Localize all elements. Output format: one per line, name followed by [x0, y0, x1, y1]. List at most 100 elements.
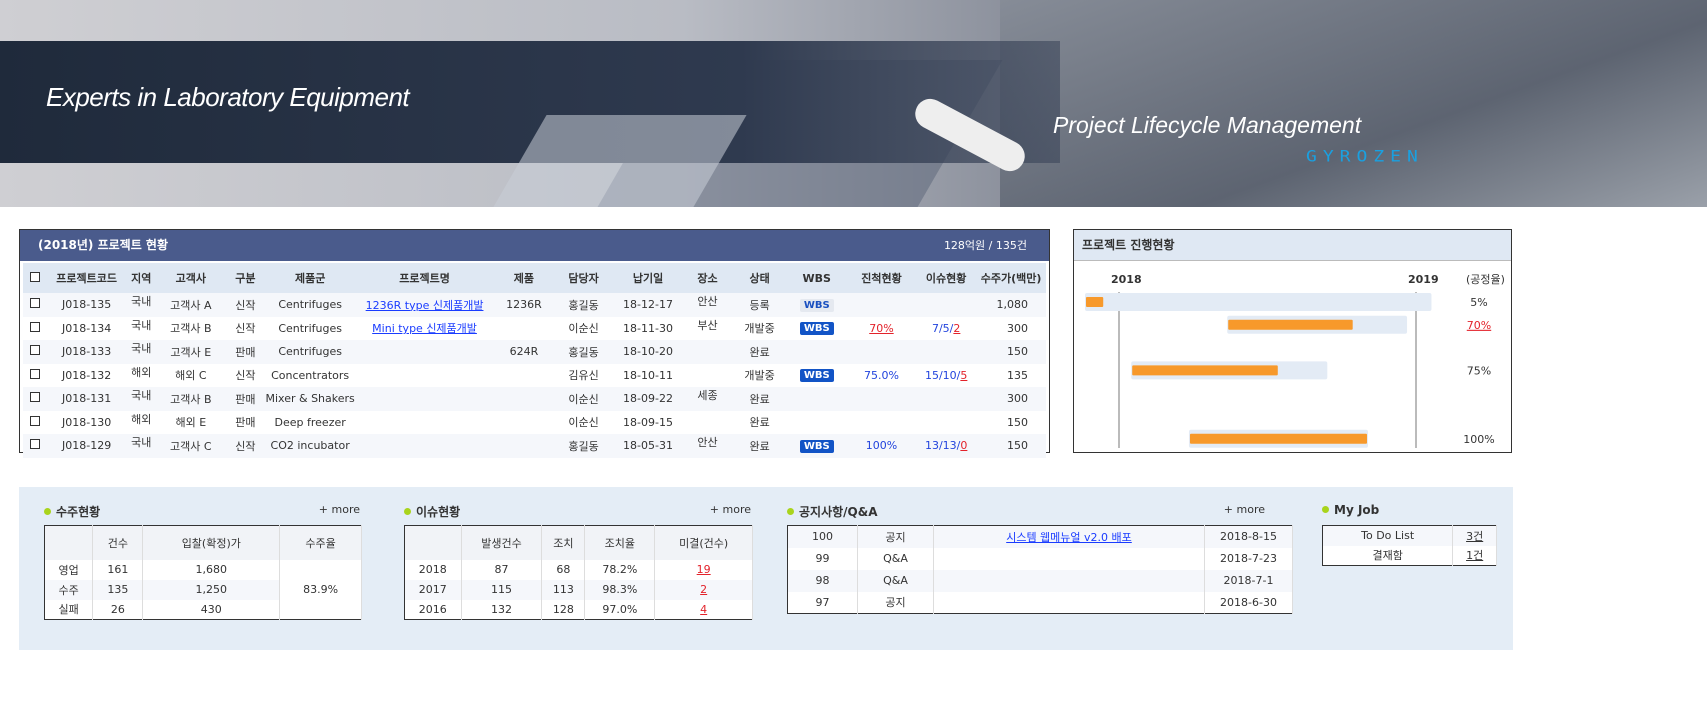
cell-wbs	[786, 340, 847, 364]
column-header[interactable]: 제품	[494, 263, 554, 293]
wbs-button[interactable]: WBS	[799, 369, 834, 383]
progress-value[interactable]: 70%	[869, 321, 894, 335]
column-header[interactable]: 담당자	[553, 263, 614, 293]
cell-place	[683, 411, 733, 435]
cell-place: 안산	[682, 434, 733, 458]
cell-due: 18-09-15	[623, 415, 673, 429]
column-header[interactable]: WBS	[786, 263, 847, 293]
cell-place	[683, 364, 733, 388]
row-checkbox[interactable]	[29, 368, 40, 379]
column-header[interactable]: 제품군	[265, 263, 356, 293]
gantt-progress-bar[interactable]	[1132, 365, 1278, 376]
cell-owner: 김유신	[568, 369, 599, 383]
column-header	[404, 525, 462, 560]
row-checkbox[interactable]	[29, 321, 40, 332]
project-name-link[interactable]: 1236R type 신제품개발	[365, 298, 484, 312]
table-row[interactable]: J018-134 국내 고객사 B 신작 Centrifuges Mini type 신제…	[23, 317, 1046, 341]
gantt-chart: 2018 2019 (공정율) 5% 70% 75% 100%	[1085, 273, 1505, 448]
column-header[interactable]: 구분	[225, 263, 266, 293]
column-header[interactable]: 상태	[732, 263, 787, 293]
table-row[interactable]: J018-131 국내 고객사 B 판매 Mixer & Shakers 이순신 18-09…	[23, 387, 1046, 411]
cell: 공지	[857, 525, 934, 548]
issue-open-link[interactable]: 0	[960, 439, 968, 453]
cell-product	[494, 411, 554, 435]
bullet-icon	[787, 508, 794, 515]
cell-wbs: WBS	[787, 364, 847, 388]
job-count-link[interactable]: 3건	[1466, 529, 1484, 543]
issues-more-link[interactable]: + more	[709, 503, 751, 516]
cell-amount: 300	[976, 387, 1046, 411]
cell-group: Deep freezer	[274, 415, 346, 429]
cell-group: Centrifuges	[278, 321, 342, 335]
cell-due: 18-05-31	[613, 434, 683, 458]
row-checkbox[interactable]	[29, 392, 40, 403]
job-count-link[interactable]: 1건	[1466, 549, 1484, 563]
gantt-progress-bar[interactable]	[1086, 297, 1104, 307]
column-header[interactable]: 지역	[126, 263, 157, 293]
project-name-link[interactable]: Mini type 신제품개발	[372, 322, 477, 336]
wbs-button[interactable]: WBS	[799, 439, 834, 453]
cell-client: 고객사 B	[170, 322, 212, 336]
cell-region: 국내	[131, 318, 152, 332]
section-title: 공지사항/Q&A	[799, 505, 878, 519]
gantt-rate: 70%	[1467, 319, 1491, 332]
cell-region: 국내	[126, 434, 157, 458]
wbs-button[interactable]: WBS	[799, 298, 834, 312]
table-row: 실패 26 430	[44, 599, 362, 620]
table-row: 2016 132 128 97.0% 4	[404, 599, 753, 620]
cell-product	[494, 434, 554, 458]
table-row: 100 공지 시스템 웹메뉴얼 v2.0 배포 2018-8-15	[787, 525, 1293, 548]
gantt-year-end: 2019	[1408, 273, 1439, 286]
row-checkbox[interactable]	[29, 415, 40, 426]
row-checkbox[interactable]	[29, 298, 40, 309]
column-header[interactable]: 이슈현황	[916, 263, 977, 293]
cell-name: 1236R type 신제품개발	[355, 293, 495, 317]
orders-more-link[interactable]: + more	[318, 503, 360, 516]
cell-name: Mini type 신제품개발	[355, 317, 494, 341]
table-row[interactable]: J018-133 국내 고객사 E 판매 Centrifuges 624R 홍길동 18-10…	[23, 340, 1046, 364]
column-header[interactable]: 진척현황	[846, 263, 917, 293]
column-header[interactable]: 납기일	[613, 263, 683, 293]
column-header[interactable]: 장소	[682, 263, 733, 293]
progress-value: 75.0%	[863, 368, 899, 382]
notices-section: 공지사항/Q&A + more 100 공지 시스템 웹메뉴얼 v2.0 배포 2018…	[787, 503, 1293, 614]
issue-open-link[interactable]: 5	[960, 368, 968, 382]
gantt-year-start: 2018	[1111, 273, 1142, 286]
cell-owner: 홍길동	[553, 340, 614, 364]
gantt-track	[1085, 293, 1432, 311]
cell-due: 18-09-22	[613, 387, 683, 411]
cell: 영업	[44, 559, 94, 580]
cell-client: 고객사 C	[156, 434, 226, 458]
unresolved-link[interactable]: 2	[700, 583, 708, 596]
table-row[interactable]: J018-135 국내 고객사 A 신작 Centrifuges 1236R type 신…	[23, 293, 1046, 317]
unresolved-link[interactable]: 4	[700, 602, 708, 616]
cell-client: 고객사 E	[156, 340, 226, 364]
table-row[interactable]: J018-129 국내 고객사 C 신작 CO2 incubator 홍길동 18-05-3…	[23, 434, 1046, 458]
column-header[interactable]: 프로젝트명	[355, 263, 495, 293]
table-row: 99 Q&A 2018-7-23	[787, 547, 1293, 570]
table-row[interactable]: J018-130 해외 해외 E 판매 Deep freezer 이순신 18-09-15 완…	[23, 411, 1046, 435]
gantt-progress-bar[interactable]	[1228, 319, 1353, 330]
cell-name	[355, 434, 495, 458]
cell: To Do List	[1322, 525, 1454, 546]
cell-status: 완료	[732, 387, 787, 411]
notice-link[interactable]: 시스템 웹메뉴얼 v2.0 배포	[1006, 530, 1132, 544]
column-header[interactable]: 프로젝트코드	[46, 263, 127, 293]
column-header[interactable]: 고객사	[156, 263, 226, 293]
cell: 128	[541, 599, 586, 620]
issue-open-link[interactable]: 2	[953, 321, 961, 335]
cell-progress: 100%	[846, 434, 917, 458]
cell: 2018-7-1	[1204, 569, 1293, 592]
cell: 26	[92, 599, 144, 620]
column-header[interactable]: 수주가(백만)	[976, 263, 1046, 293]
row-checkbox[interactable]	[29, 345, 40, 356]
notices-table: 100 공지 시스템 웹메뉴얼 v2.0 배포 2018-8-15 99 Q&A 2018-…	[787, 525, 1293, 614]
wbs-button[interactable]: WBS	[799, 322, 834, 336]
gantt-progress-bar[interactable]	[1189, 433, 1367, 444]
unresolved-link[interactable]: 19	[696, 563, 711, 576]
notices-more-link[interactable]: + more	[1223, 503, 1265, 516]
table-row[interactable]: J018-132 해외 해외 C 신작 Concentrators 김유신 18-10-11…	[23, 364, 1046, 388]
select-all-checkbox[interactable]	[29, 271, 40, 282]
row-checkbox[interactable]	[29, 439, 40, 450]
cell-status: 개발중	[744, 369, 775, 383]
